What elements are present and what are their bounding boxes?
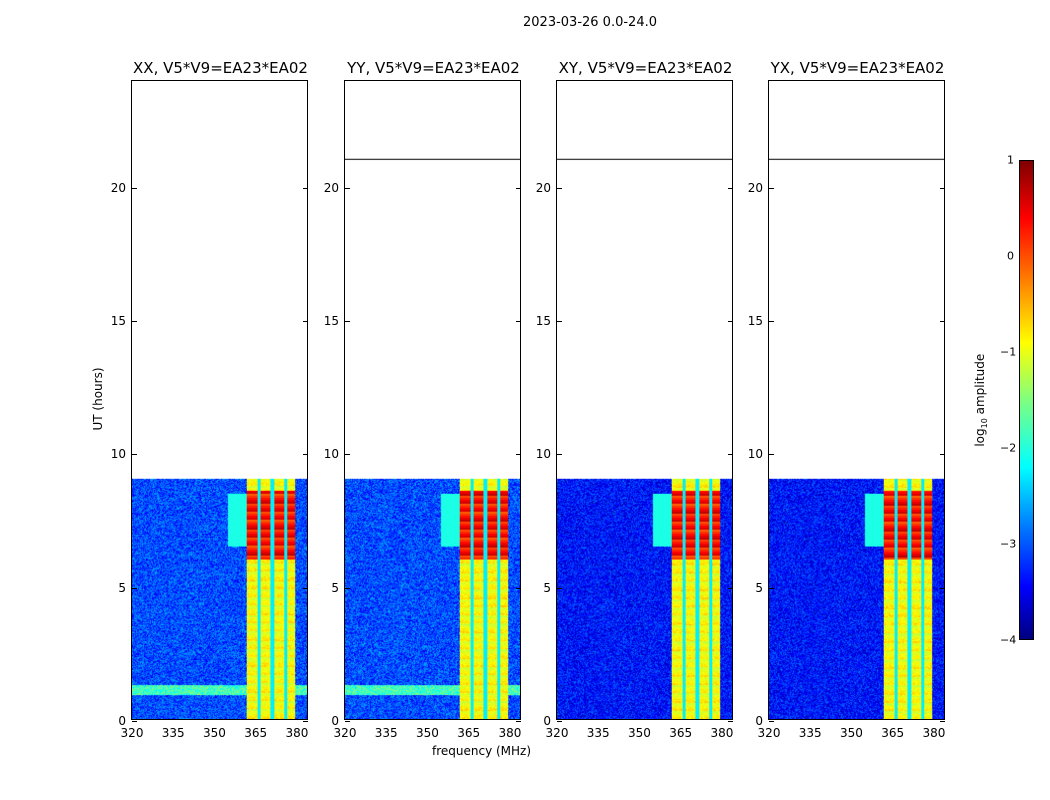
heatmap-image (132, 81, 307, 719)
x-axis-label: frequency (MHz) (432, 744, 531, 758)
y-tick-mark (345, 321, 350, 322)
x-tick-label: 380 (710, 726, 733, 740)
y-tick-mark (557, 454, 562, 455)
y-tick-mark (345, 721, 350, 722)
x-tick-label: 335 (375, 726, 398, 740)
y-tick-label: 10 (733, 447, 763, 461)
x-tick-label: 335 (162, 726, 185, 740)
panel-title: XX, V5*V9=EA23*EA02 (112, 59, 329, 77)
x-tick-label: 350 (628, 726, 651, 740)
y-tick-label: 10 (521, 447, 551, 461)
x-tick-label: 365 (457, 726, 480, 740)
y-tick-label: 5 (733, 581, 763, 595)
colorbar-tick-label: −1 (1000, 346, 1014, 359)
y-tick-label: 15 (733, 314, 763, 328)
y-tick-label: 20 (521, 181, 551, 195)
panel-title: YY, V5*V9=EA23*EA02 (325, 59, 542, 77)
y-tick-mark (303, 321, 308, 322)
y-tick-mark (345, 188, 350, 189)
y-tick-mark (940, 721, 945, 722)
y-tick-mark (940, 454, 945, 455)
y-tick-label: 5 (309, 581, 339, 595)
y-tick-label: 20 (309, 181, 339, 195)
y-tick-mark (769, 454, 774, 455)
x-tick-label: 350 (203, 726, 226, 740)
y-tick-mark (303, 721, 308, 722)
x-tick-label: 335 (587, 726, 610, 740)
x-tick-label: 380 (498, 726, 521, 740)
panel-title: XY, V5*V9=EA23*EA02 (537, 59, 754, 77)
colorbar-tick-label: −4 (1000, 634, 1014, 647)
y-tick-mark (132, 588, 137, 589)
x-tick-label: 320 (334, 726, 357, 740)
x-tick-label: 380 (922, 726, 945, 740)
y-tick-mark (557, 721, 562, 722)
x-tick-label: 350 (416, 726, 439, 740)
y-tick-mark (303, 588, 308, 589)
y-tick-mark (557, 588, 562, 589)
colorbar-label: log10 amplitude (973, 340, 989, 460)
y-tick-mark (132, 454, 137, 455)
colorbar-tick-label: 0 (1000, 250, 1014, 263)
y-tick-label: 20 (733, 181, 763, 195)
y-tick-mark (132, 721, 137, 722)
panel-xy: XY, V5*V9=EA23*EA02 0 5 10 15 20 320 335 350 365 3… (556, 80, 733, 720)
y-tick-mark (940, 588, 945, 589)
y-tick-mark (557, 321, 562, 322)
x-tick-label: 380 (285, 726, 308, 740)
y-tick-mark (345, 454, 350, 455)
x-tick-label: 320 (121, 726, 144, 740)
y-tick-mark (769, 721, 774, 722)
y-tick-mark (345, 588, 350, 589)
y-tick-mark (303, 454, 308, 455)
heatmap-image (769, 81, 944, 719)
y-tick-label: 10 (309, 447, 339, 461)
figure-title: 2023-03-26 0.0-24.0 (0, 15, 1050, 30)
colorbar-tick-label: 1 (1000, 154, 1014, 167)
waterfall-figure: 2023-03-26 0.0-24.0 XX, V5*V9=EA23*EA02 0… (0, 0, 1050, 800)
x-tick-label: 335 (799, 726, 822, 740)
x-tick-label: 320 (758, 726, 781, 740)
colorbar-tick-label: −3 (1000, 538, 1014, 551)
y-tick-label: 20 (96, 181, 126, 195)
y-tick-mark (303, 188, 308, 189)
colorbar-tick-label: −2 (1000, 442, 1014, 455)
y-tick-mark (940, 321, 945, 322)
colorbar (1019, 160, 1034, 640)
y-tick-label: 5 (521, 581, 551, 595)
x-tick-label: 365 (669, 726, 692, 740)
y-tick-label: 5 (96, 581, 126, 595)
y-tick-mark (769, 188, 774, 189)
panel-title: YX, V5*V9=EA23*EA02 (749, 59, 966, 77)
x-tick-label: 365 (244, 726, 267, 740)
y-tick-mark (557, 188, 562, 189)
y-tick-label: 15 (309, 314, 339, 328)
x-tick-label: 350 (840, 726, 863, 740)
y-tick-mark (132, 188, 137, 189)
y-tick-label: 10 (96, 447, 126, 461)
y-tick-mark (769, 321, 774, 322)
y-tick-mark (940, 188, 945, 189)
panel-yx: YX, V5*V9=EA23*EA02 0 5 10 15 20 320 335 350 365 3… (768, 80, 945, 720)
heatmap-image (345, 81, 520, 719)
panel-xx: XX, V5*V9=EA23*EA02 0 5 10 15 20 320 335 350 365 3… (131, 80, 308, 720)
y-axis-label: UT (hours) (91, 349, 105, 449)
panel-yy: YY, V5*V9=EA23*EA02 0 5 10 15 20 320 335 350 365 3… (344, 80, 521, 720)
y-tick-mark (769, 588, 774, 589)
y-tick-label: 15 (521, 314, 551, 328)
heatmap-image (557, 81, 732, 719)
y-tick-mark (132, 321, 137, 322)
x-tick-label: 365 (881, 726, 904, 740)
y-tick-label: 15 (96, 314, 126, 328)
x-tick-label: 320 (546, 726, 569, 740)
